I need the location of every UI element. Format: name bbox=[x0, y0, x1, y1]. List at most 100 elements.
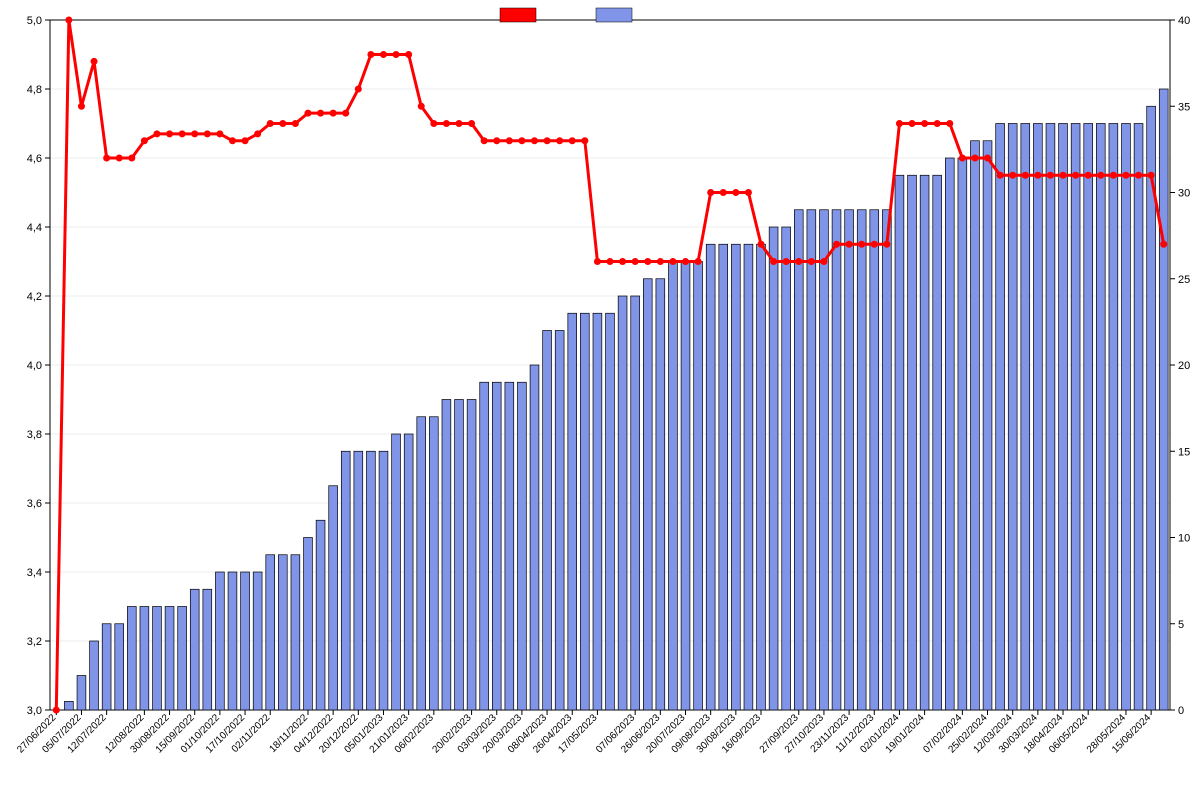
line-marker bbox=[418, 103, 425, 110]
line-marker bbox=[405, 51, 412, 58]
bar bbox=[606, 313, 615, 710]
bar bbox=[366, 451, 375, 710]
bar bbox=[820, 210, 829, 710]
bar bbox=[845, 210, 854, 710]
line-marker bbox=[1022, 172, 1029, 179]
line-marker bbox=[430, 120, 437, 127]
bar bbox=[505, 382, 514, 710]
bar bbox=[127, 607, 136, 711]
bar bbox=[429, 417, 438, 710]
line-marker bbox=[871, 241, 878, 248]
bar bbox=[857, 210, 866, 710]
bar bbox=[555, 331, 564, 711]
bar bbox=[379, 451, 388, 710]
line-marker bbox=[846, 241, 853, 248]
bar bbox=[882, 210, 891, 710]
bar bbox=[1033, 124, 1042, 711]
bar bbox=[618, 296, 627, 710]
line-marker bbox=[443, 120, 450, 127]
left-tick-label: 3,8 bbox=[27, 429, 42, 441]
right-tick-label: 40 bbox=[1178, 15, 1190, 27]
bar bbox=[870, 210, 879, 710]
line-marker bbox=[254, 130, 261, 137]
chart-svg: 3,03,23,43,63,84,04,24,44,64,85,00510152… bbox=[0, 0, 1200, 800]
bar bbox=[958, 158, 967, 710]
right-tick-label: 15 bbox=[1178, 446, 1190, 458]
bar bbox=[580, 313, 589, 710]
line-marker bbox=[103, 155, 110, 162]
line-marker bbox=[669, 258, 676, 265]
line-marker bbox=[179, 130, 186, 137]
line-marker bbox=[65, 17, 72, 24]
line-marker bbox=[581, 137, 588, 144]
bar bbox=[933, 175, 942, 710]
legend-swatch bbox=[500, 8, 536, 22]
line-marker bbox=[921, 120, 928, 127]
right-tick-label: 5 bbox=[1178, 619, 1184, 631]
line-marker bbox=[304, 110, 311, 117]
bar bbox=[1084, 124, 1093, 711]
right-tick-label: 25 bbox=[1178, 274, 1190, 286]
bar bbox=[165, 607, 174, 711]
bar bbox=[920, 175, 929, 710]
bar bbox=[341, 451, 350, 710]
bar bbox=[971, 141, 980, 710]
line-marker bbox=[883, 241, 890, 248]
line-marker bbox=[1135, 172, 1142, 179]
line-marker bbox=[1097, 172, 1104, 179]
line-marker bbox=[682, 258, 689, 265]
line-marker bbox=[858, 241, 865, 248]
line-marker bbox=[455, 120, 462, 127]
line-marker bbox=[380, 51, 387, 58]
line-marker bbox=[468, 120, 475, 127]
line-marker bbox=[506, 137, 513, 144]
line-marker bbox=[141, 137, 148, 144]
bar bbox=[64, 701, 73, 710]
bar bbox=[769, 227, 778, 710]
bar bbox=[442, 400, 451, 711]
line-marker bbox=[959, 155, 966, 162]
bar bbox=[1046, 124, 1055, 711]
bar bbox=[153, 607, 162, 711]
line-marker bbox=[896, 120, 903, 127]
line-marker bbox=[1047, 172, 1054, 179]
bar bbox=[492, 382, 501, 710]
line-marker bbox=[833, 241, 840, 248]
bar bbox=[681, 262, 690, 711]
bar bbox=[731, 244, 740, 710]
bar bbox=[1096, 124, 1105, 711]
line-marker bbox=[78, 103, 85, 110]
left-tick-label: 4,0 bbox=[27, 360, 42, 372]
line-marker bbox=[934, 120, 941, 127]
left-tick-label: 4,6 bbox=[27, 153, 42, 165]
bar bbox=[518, 382, 527, 710]
line-marker bbox=[355, 86, 362, 93]
right-tick-label: 20 bbox=[1178, 360, 1190, 372]
line-marker bbox=[1085, 172, 1092, 179]
line-marker bbox=[657, 258, 664, 265]
bar bbox=[757, 244, 766, 710]
bar bbox=[316, 520, 325, 710]
bar bbox=[1159, 89, 1168, 710]
bar bbox=[266, 555, 275, 710]
bar bbox=[1008, 124, 1017, 711]
line-marker bbox=[632, 258, 639, 265]
bar bbox=[1059, 124, 1068, 711]
line-marker bbox=[820, 258, 827, 265]
line-marker bbox=[1009, 172, 1016, 179]
line-marker bbox=[644, 258, 651, 265]
line-marker bbox=[229, 137, 236, 144]
bar bbox=[996, 124, 1005, 711]
line-marker bbox=[1072, 172, 1079, 179]
bar bbox=[241, 572, 250, 710]
line-marker bbox=[242, 137, 249, 144]
bar bbox=[530, 365, 539, 710]
line-marker bbox=[997, 172, 1004, 179]
bar bbox=[782, 227, 791, 710]
bar bbox=[656, 279, 665, 710]
bar bbox=[719, 244, 728, 710]
bar bbox=[1021, 124, 1030, 711]
legend-swatch bbox=[596, 8, 632, 22]
bar bbox=[794, 210, 803, 710]
bar bbox=[669, 262, 678, 711]
